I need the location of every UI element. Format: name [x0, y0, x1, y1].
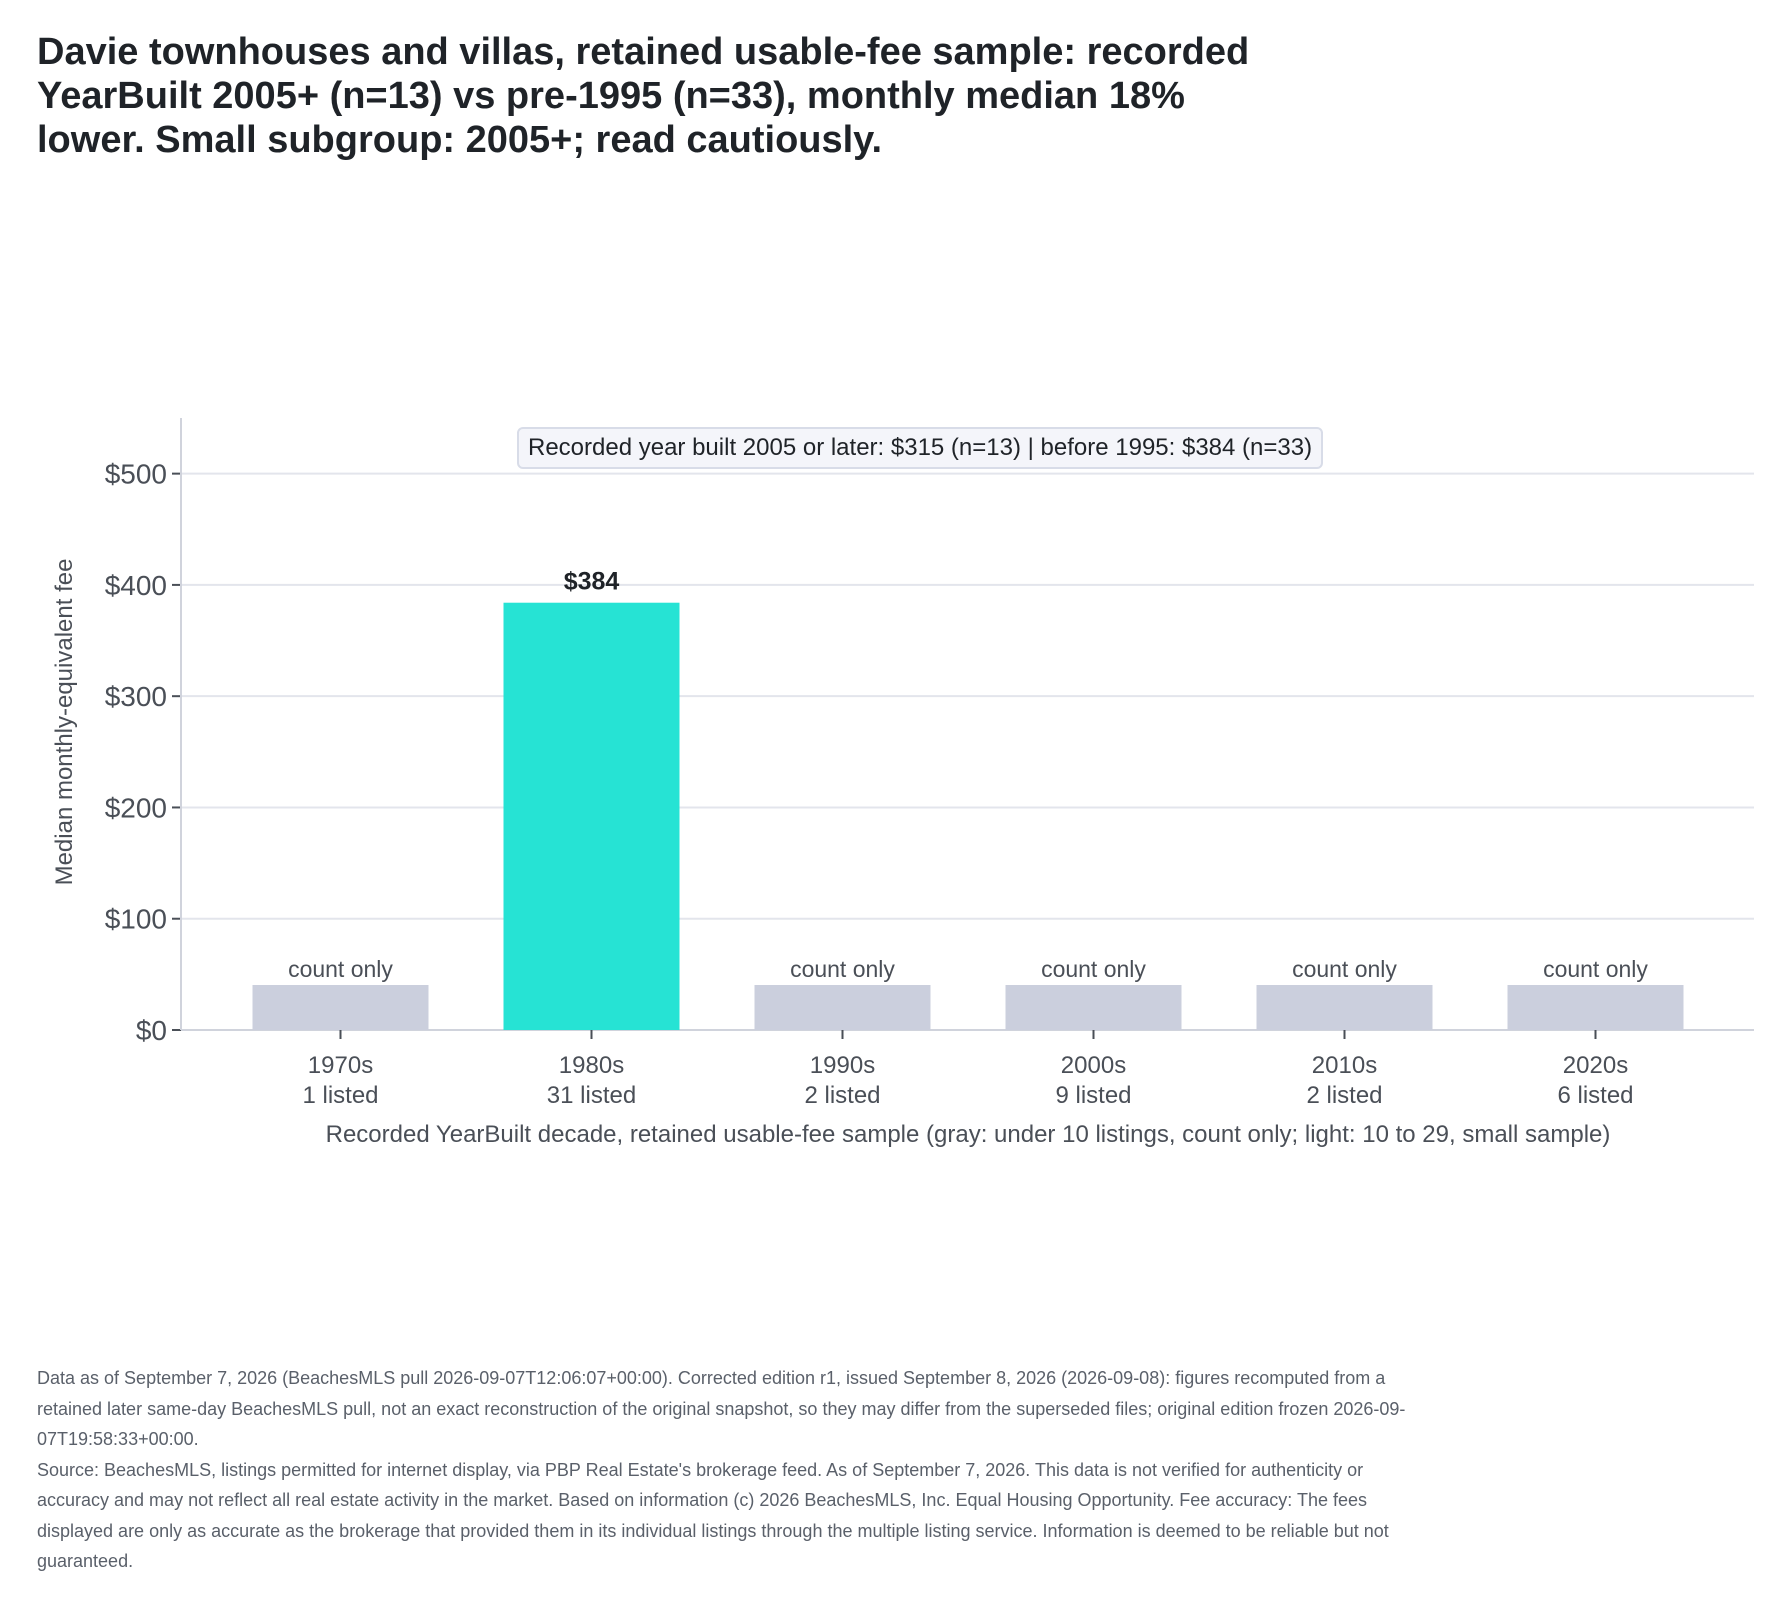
bars [252, 602, 1684, 1030]
gridlines [181, 472, 1754, 920]
labels: $0 $100 $200 $300 $400 $500 count only 1970s 1 l… [105, 459, 1649, 1109]
x-tick-count-label: 9 listed [1055, 1082, 1131, 1109]
bar-1970s-count-only [252, 985, 429, 1030]
x-tick-label: 2020s [1563, 1052, 1628, 1079]
y-tick-label: $0 [136, 1015, 167, 1046]
x-tick-label: 1990s [810, 1052, 875, 1079]
footer-data-note: Data as of September 7, 2026 (BeachesMLS… [37, 1368, 1406, 1449]
bar-2000s-count-only [1005, 985, 1182, 1030]
bar-2010s-count-only [1256, 985, 1433, 1030]
x-tick-count-label: 1 listed [302, 1082, 378, 1109]
chart-title: Davie townhouses and villas, retained us… [37, 31, 1250, 161]
x-tick-label: 1980s [559, 1052, 624, 1079]
y-tick-label: $500 [105, 459, 167, 490]
bar-1980s [503, 602, 680, 1030]
axes [172, 418, 1754, 1039]
count-only-label: count only [790, 956, 895, 982]
x-tick-count-label: 6 listed [1557, 1082, 1633, 1109]
y-tick-label: $200 [105, 792, 167, 823]
x-tick-label: 2010s [1312, 1052, 1377, 1079]
summary-annotation: Recorded year built 2005 or later: $315 … [517, 427, 1324, 469]
footer-source-note: Source: BeachesMLS, listings permitted f… [37, 1459, 1389, 1572]
x-tick-label: 1970s [308, 1052, 373, 1079]
x-tick-count-label: 2 listed [804, 1082, 880, 1109]
y-axis-title: Median monthly-equivalent fee [51, 559, 78, 886]
x-tick-label: 2000s [1061, 1052, 1126, 1079]
x-axis-title: Recorded YearBuilt decade, retained usab… [326, 1121, 1611, 1148]
count-only-label: count only [1292, 956, 1397, 982]
y-tick-label: $300 [105, 681, 167, 712]
bar-2020s-count-only [1507, 985, 1684, 1030]
bar-value-label: $384 [564, 568, 620, 596]
footer-notes: Data as of September 7, 2026 (BeachesMLS… [37, 1363, 1417, 1577]
count-only-label: count only [288, 956, 393, 982]
y-tick-label: $400 [105, 570, 167, 601]
y-tick-label: $100 [105, 904, 167, 935]
count-only-label: count only [1041, 956, 1146, 982]
count-only-label: count only [1543, 956, 1648, 982]
x-tick-count-label: 2 listed [1306, 1082, 1382, 1109]
x-tick-count-label: 31 listed [547, 1082, 636, 1109]
bar-1990s-count-only [754, 985, 931, 1030]
